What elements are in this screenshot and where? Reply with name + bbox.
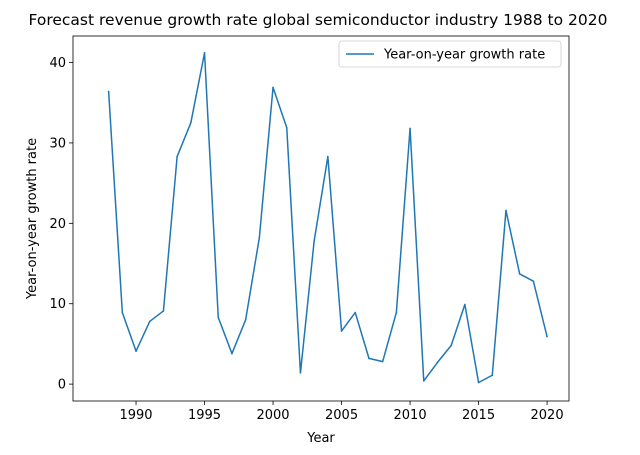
- chart-title: Forecast revenue growth rate global semi…: [29, 11, 608, 29]
- x-tick-label: 2005: [325, 408, 358, 423]
- data-point: [121, 311, 124, 314]
- data-point: [299, 372, 302, 374]
- data-point: [272, 86, 274, 89]
- data-point: [546, 335, 548, 338]
- x-tick-label: 1990: [119, 408, 152, 423]
- y-tick-label: 10: [49, 297, 66, 312]
- x-tick-label: 2015: [462, 408, 495, 423]
- data-point: [285, 126, 288, 129]
- data-point: [148, 320, 151, 323]
- data-point: [368, 357, 370, 360]
- x-tick-label: 2020: [531, 408, 564, 423]
- data-point: [477, 381, 480, 384]
- data-point: [244, 318, 247, 321]
- data-point: [354, 311, 357, 314]
- series-layer: [107, 52, 548, 384]
- data-point: [340, 330, 343, 332]
- x-tick-label: 1995: [188, 408, 221, 423]
- data-point: [532, 280, 535, 283]
- x-tick-label: 2000: [256, 408, 289, 423]
- x-tick-label: 2010: [394, 408, 427, 423]
- data-point: [313, 240, 315, 242]
- y-axis-label: Year-on-year growth rate: [25, 138, 40, 300]
- legend: Year-on-year growth rate: [338, 40, 562, 68]
- data-point: [203, 52, 206, 54]
- data-point: [190, 122, 192, 124]
- data-point: [450, 344, 452, 347]
- data-point: [176, 155, 178, 158]
- data-point: [518, 273, 521, 275]
- y-tick-label: 30: [49, 136, 66, 151]
- y-tick-label: 20: [49, 217, 66, 232]
- data-point: [231, 352, 233, 355]
- data-point: [505, 209, 507, 212]
- data-point: [395, 311, 398, 314]
- data-point: [422, 380, 425, 382]
- x-axis-label: Year: [306, 431, 335, 446]
- data-point: [258, 236, 261, 239]
- axis-ticks: 1990 1995 2000 2005 2010 2015 2020 0 10 20 30 40: [49, 56, 563, 423]
- y-tick-label: 40: [49, 56, 66, 71]
- data-point: [491, 374, 494, 377]
- plot-frame: [72, 35, 570, 402]
- data-point: [409, 127, 411, 130]
- data-point: [162, 310, 165, 312]
- data-point: [436, 361, 439, 364]
- legend-entry-label: Year-on-year growth rate: [383, 48, 545, 63]
- data-point: [217, 316, 220, 319]
- data-point: [107, 90, 110, 93]
- y-tick-label: 0: [58, 378, 66, 393]
- data-point: [327, 155, 329, 158]
- data-point: [381, 360, 384, 363]
- data-point: [135, 350, 137, 352]
- data-point: [464, 303, 466, 306]
- legend-box: [338, 40, 562, 68]
